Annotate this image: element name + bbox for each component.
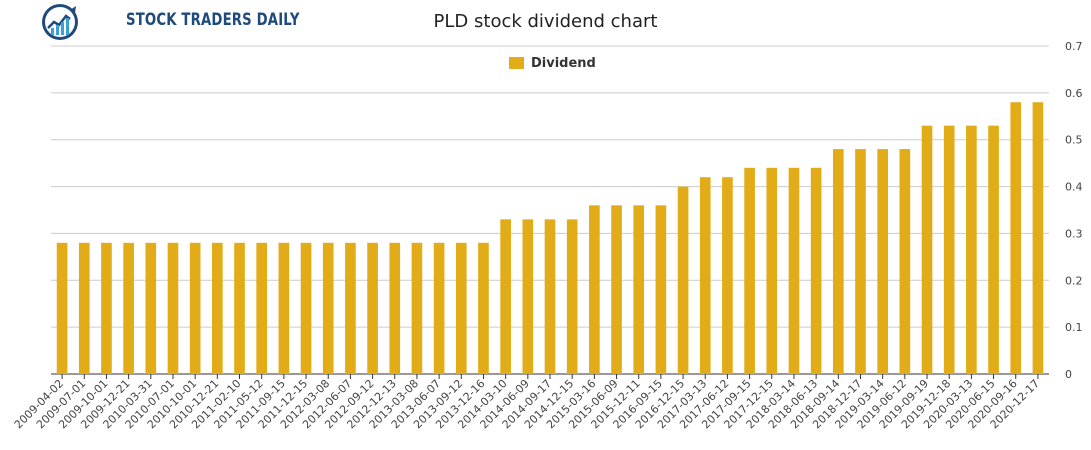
brand-name: STOCK TRADERS DAILY — [126, 10, 300, 30]
bar — [566, 219, 578, 374]
bar — [500, 219, 511, 374]
bar — [921, 125, 933, 375]
y-tick-label: 0.5 — [1065, 134, 1083, 147]
chart-legend[interactable]: Dividend — [509, 55, 596, 71]
bar — [544, 219, 556, 374]
bar — [101, 242, 112, 374]
bar — [899, 149, 911, 374]
bar — [78, 242, 90, 374]
bar — [411, 242, 423, 374]
y-tick-label: 0 — [1065, 368, 1072, 381]
y-tick-label: 0.3 — [1065, 227, 1083, 240]
bar — [677, 186, 689, 374]
bar — [145, 242, 157, 374]
bar — [322, 242, 334, 374]
bar — [855, 149, 866, 374]
bar — [212, 242, 223, 374]
y-tick-label: 0.6 — [1065, 87, 1083, 100]
bar — [478, 242, 489, 374]
bar — [722, 177, 733, 374]
bar — [589, 205, 600, 374]
bar — [234, 242, 245, 374]
bar — [345, 242, 356, 374]
chart-title: PLD stock dividend chart — [433, 11, 658, 32]
globe-chart-icon — [42, 4, 78, 40]
bar — [56, 242, 68, 374]
y-tick-label: 0.1 — [1065, 321, 1083, 334]
bar — [966, 125, 977, 375]
bar — [123, 242, 134, 374]
bar — [810, 167, 822, 374]
bar — [655, 205, 667, 374]
bar — [167, 242, 179, 374]
bar — [1010, 102, 1022, 374]
y-tick-label: 0.2 — [1065, 274, 1083, 287]
legend-label: Dividend — [531, 55, 596, 71]
bar — [389, 242, 401, 374]
bar — [943, 125, 955, 375]
bar — [433, 242, 445, 374]
bar — [832, 149, 844, 374]
bar — [766, 167, 778, 374]
bar — [522, 219, 534, 374]
bar — [256, 242, 268, 374]
bar — [788, 167, 800, 374]
bar — [877, 149, 888, 374]
bar — [189, 242, 201, 374]
bar — [699, 177, 711, 374]
bar — [988, 125, 999, 375]
bar — [744, 167, 755, 374]
bar — [1032, 102, 1044, 374]
bar — [278, 242, 290, 374]
bar — [455, 242, 467, 374]
bar — [633, 205, 645, 374]
y-tick-label: 0.7 — [1065, 40, 1083, 53]
bar — [367, 242, 378, 374]
bar — [300, 242, 312, 374]
y-tick-label: 0.4 — [1065, 181, 1083, 194]
brand-logo[interactable]: STOCK TRADERS DAILY — [40, 2, 299, 42]
bar — [611, 205, 622, 374]
legend-swatch — [509, 57, 524, 69]
